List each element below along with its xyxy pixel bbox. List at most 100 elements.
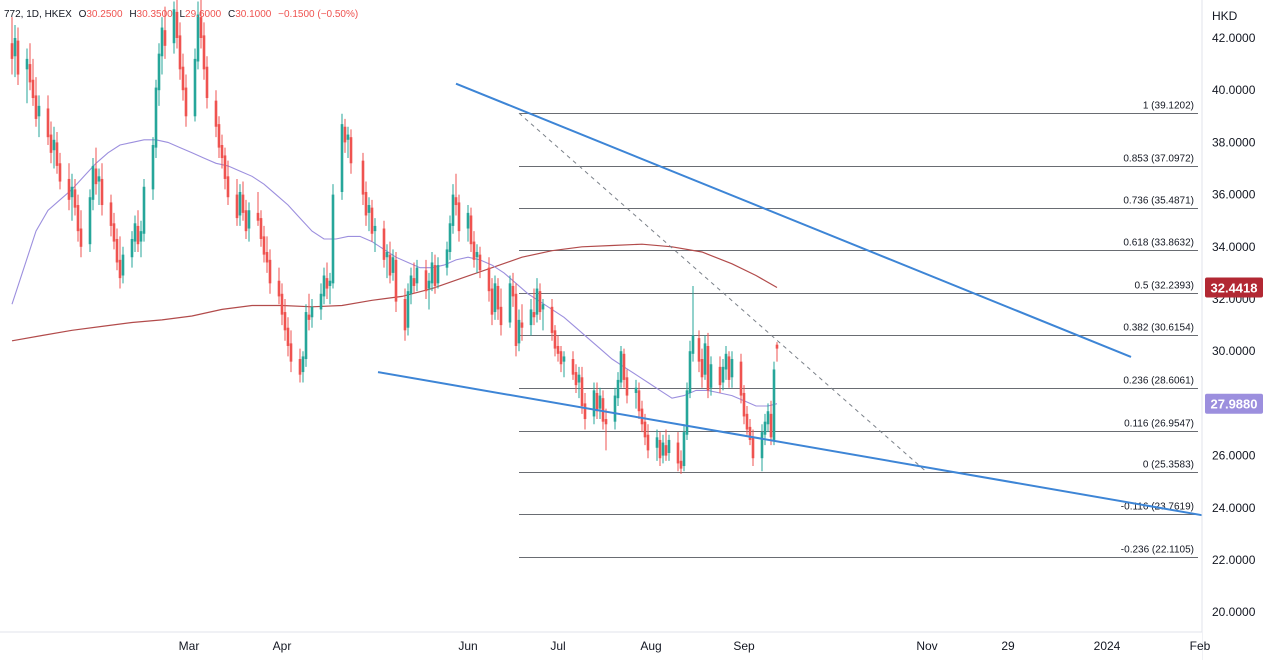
ohlc-legend[interactable]: 772, 1D, HKEX O30.2500 H30.3500 L29.6000… xyxy=(4,9,358,20)
price-tick-label: 26.0000 xyxy=(1212,449,1256,463)
candle-body xyxy=(718,366,722,386)
candle xyxy=(751,429,755,467)
candle xyxy=(319,283,323,320)
candle-body xyxy=(775,344,779,349)
candle xyxy=(664,429,668,461)
price-tick-label: 36.0000 xyxy=(1212,188,1256,202)
candle-body xyxy=(97,176,101,182)
candle-body xyxy=(748,426,752,440)
candle-body xyxy=(676,442,680,464)
candle-body xyxy=(577,374,581,383)
candle-body xyxy=(199,17,203,38)
candle xyxy=(88,189,92,253)
candle-body xyxy=(34,95,38,119)
candle xyxy=(706,332,710,399)
candle-body xyxy=(133,223,137,242)
candle-body xyxy=(238,191,242,216)
candle xyxy=(286,317,290,357)
candle xyxy=(244,199,248,239)
candle-body xyxy=(466,212,470,229)
candle xyxy=(637,382,641,420)
fib-level-label: 0.116 (26.9547) xyxy=(1124,419,1194,430)
candle-body xyxy=(244,210,248,232)
candle xyxy=(619,345,623,388)
candle-body xyxy=(415,267,419,284)
candle xyxy=(262,225,266,263)
candle-body xyxy=(604,419,608,425)
candle xyxy=(220,134,224,169)
candle xyxy=(367,197,371,232)
candle xyxy=(532,288,536,326)
candle-body xyxy=(616,379,620,399)
candle-body xyxy=(613,395,617,422)
candle xyxy=(73,178,77,216)
candle xyxy=(46,95,50,146)
candle xyxy=(217,116,221,159)
trendline-upper[interactable] xyxy=(455,82,1132,358)
candle xyxy=(130,231,134,268)
candle xyxy=(448,215,452,260)
candle xyxy=(727,351,731,388)
date-tick-label: 29 xyxy=(1001,639,1015,653)
candle xyxy=(361,152,365,206)
date-tick-label: Apr xyxy=(273,639,292,653)
candle-body xyxy=(457,202,461,232)
candle-body xyxy=(667,439,671,453)
candle-body xyxy=(454,197,458,206)
candle xyxy=(739,353,743,404)
trendlines[interactable] xyxy=(377,82,1213,518)
candle-body xyxy=(343,126,347,143)
candle xyxy=(109,194,113,237)
candle-body xyxy=(661,442,665,456)
candle xyxy=(655,429,659,461)
candle xyxy=(142,178,146,242)
fib-level-label: 0.236 (28.6061) xyxy=(1123,376,1194,387)
candle xyxy=(34,77,38,127)
candle xyxy=(52,126,56,169)
candle-body xyxy=(178,35,182,70)
candle xyxy=(199,0,203,49)
candle-body xyxy=(91,165,95,200)
candle xyxy=(658,432,662,467)
candle-body xyxy=(580,377,584,407)
candle xyxy=(205,56,209,109)
candle xyxy=(718,356,722,393)
candle xyxy=(748,419,752,446)
candle xyxy=(304,304,308,367)
trendline-lower[interactable] xyxy=(377,371,1213,518)
candle xyxy=(136,210,140,253)
candle xyxy=(403,288,407,341)
candle-body xyxy=(700,359,704,378)
candle xyxy=(382,220,386,268)
candle-body xyxy=(514,293,518,346)
candle xyxy=(196,1,200,70)
open-label: O xyxy=(79,9,87,20)
candle-body xyxy=(559,351,563,365)
candle-body xyxy=(13,38,17,57)
candle xyxy=(730,351,734,388)
candle xyxy=(430,252,434,292)
candle-body xyxy=(136,225,140,245)
candle-body xyxy=(307,314,311,320)
time-axis-panel[interactable] xyxy=(0,632,1202,660)
fib-anchor-dashed-line xyxy=(518,112,928,473)
candle-body xyxy=(760,432,764,459)
candle xyxy=(592,382,596,425)
candle xyxy=(466,205,470,242)
price-badges: 32.4418 27.9880 xyxy=(1205,277,1263,414)
price-axis-panel[interactable] xyxy=(1202,0,1267,660)
candle-body xyxy=(499,306,503,326)
candle-body xyxy=(445,249,449,268)
candle-body xyxy=(160,27,164,57)
candle xyxy=(154,79,158,159)
candle-body xyxy=(475,252,479,258)
candle xyxy=(445,241,449,276)
candle-body xyxy=(67,178,71,200)
candle xyxy=(280,283,284,326)
date-tick-label: Jul xyxy=(550,639,565,653)
candle xyxy=(277,267,281,305)
candle-body xyxy=(730,359,734,378)
candle xyxy=(508,275,512,328)
